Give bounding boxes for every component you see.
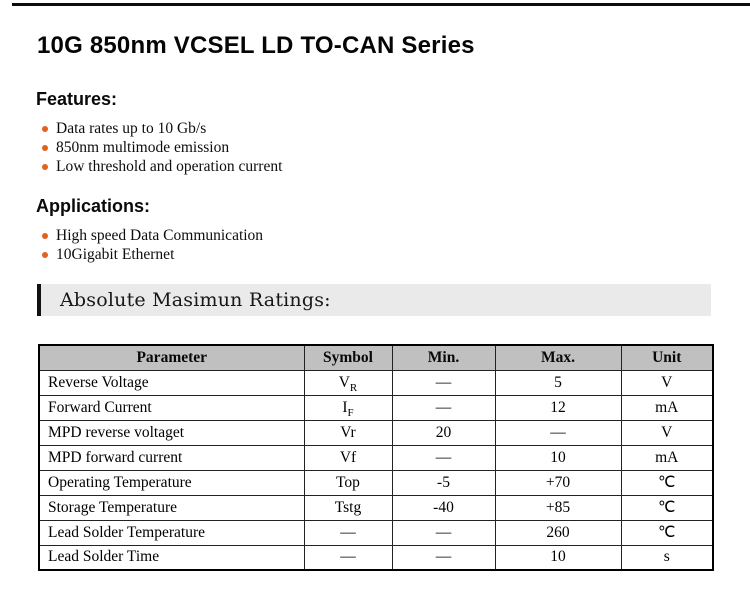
cell-max: 10 — [494, 444, 622, 471]
symbol-main: I — [342, 398, 348, 416]
cell-unit: s — [620, 544, 714, 571]
cell-max: +70 — [494, 469, 622, 496]
cell-parameter: Operating Temperature — [38, 469, 305, 496]
table-header-row: Parameter Symbol Min. Max. Unit — [38, 344, 714, 371]
cell-parameter: Storage Temperature — [38, 494, 305, 521]
symbol-main: — — [340, 523, 356, 541]
table-row: Forward Current IF — 12 mA — [38, 394, 714, 421]
cell-unit: V — [620, 419, 714, 446]
cell-parameter: Lead Solder Time — [38, 544, 305, 571]
table-row: Reverse Voltage VR — 5 V — [38, 369, 714, 396]
features-list: Data rates up to 10 Gb/s 850nm multimode… — [40, 119, 282, 176]
feature-text: Data rates up to 10 Gb/s — [56, 120, 207, 137]
cell-symbol: IF — [303, 394, 393, 421]
table-row: Storage Temperature Tstg -40 +85 ℃ — [38, 494, 714, 521]
cell-parameter: MPD reverse voltaget — [38, 419, 305, 446]
table-row: MPD forward current Vf — 10 mA — [38, 444, 714, 471]
table-row: MPD reverse voltaget Vr 20 — V — [38, 419, 714, 446]
cell-min: -5 — [391, 469, 496, 496]
top-horizontal-rule — [12, 3, 750, 6]
application-text: High speed Data Communication — [56, 227, 264, 244]
list-item: Data rates up to 10 Gb/s — [40, 119, 282, 138]
cell-parameter: Reverse Voltage — [38, 369, 305, 396]
symbol-main: Top — [336, 473, 360, 491]
feature-text: Low threshold and operation current — [56, 158, 283, 175]
cell-min: — — [391, 394, 496, 421]
list-item: Low threshold and operation current — [40, 157, 282, 176]
cell-max: 12 — [494, 394, 622, 421]
symbol-main: Tstg — [334, 498, 362, 516]
applications-heading: Applications: — [36, 196, 151, 216]
cell-max: +85 — [494, 494, 622, 521]
cell-symbol: Vf — [303, 444, 393, 471]
cell-max: 10 — [494, 544, 622, 571]
list-item: 10Gigabit Ethernet — [40, 245, 263, 264]
column-header-unit: Unit — [620, 344, 714, 371]
cell-symbol: Tstg — [303, 494, 393, 521]
cell-min: 20 — [391, 419, 496, 446]
column-header-symbol: Symbol — [303, 344, 393, 371]
bullet-icon — [42, 145, 48, 151]
symbol-subscript: F — [347, 406, 354, 419]
cell-max: — — [494, 419, 622, 446]
cell-min: -40 — [391, 494, 496, 521]
cell-unit: mA — [620, 394, 714, 421]
cell-min: — — [391, 544, 496, 571]
symbol-subscript: R — [349, 381, 358, 394]
bullet-icon — [42, 233, 48, 239]
symbol-main: V — [338, 373, 350, 391]
column-header-max: Max. — [494, 344, 622, 371]
cell-symbol: — — [303, 519, 393, 546]
cell-symbol: VR — [303, 369, 393, 396]
bullet-icon — [42, 126, 48, 132]
section-banner: Absolute Masimun Ratings: — [37, 284, 711, 316]
cell-min: — — [391, 519, 496, 546]
cell-symbol: Vr — [303, 419, 393, 446]
absolute-maximum-ratings-table: Parameter Symbol Min. Max. Unit Reverse … — [38, 344, 714, 571]
cell-max: 5 — [494, 369, 622, 396]
features-heading: Features: — [36, 89, 118, 109]
section-banner-label: Absolute Masimun Ratings: — [60, 289, 331, 311]
feature-text: 850nm multimode emission — [56, 139, 230, 156]
table-row: Lead Solder Time — — 10 s — [38, 544, 714, 571]
bullet-icon — [42, 252, 48, 258]
column-header-parameter: Parameter — [38, 344, 305, 371]
cell-max: 260 — [494, 519, 622, 546]
application-text: 10Gigabit Ethernet — [56, 246, 175, 263]
symbol-main: Vr — [340, 423, 356, 441]
cell-min: — — [391, 444, 496, 471]
cell-unit: ℃ — [620, 519, 714, 546]
page-title: 10G 850nm VCSEL LD TO-CAN Series — [37, 32, 475, 59]
cell-unit: V — [620, 369, 714, 396]
cell-parameter: Lead Solder Temperature — [38, 519, 305, 546]
cell-unit: ℃ — [620, 494, 714, 521]
cell-unit: ℃ — [620, 469, 714, 496]
symbol-main: — — [340, 548, 356, 566]
bullet-icon — [42, 164, 48, 170]
cell-symbol: Top — [303, 469, 393, 496]
column-header-min: Min. — [391, 344, 496, 371]
cell-symbol: — — [303, 544, 393, 571]
cell-min: — — [391, 369, 496, 396]
cell-unit: mA — [620, 444, 714, 471]
list-item: 850nm multimode emission — [40, 138, 282, 157]
table-row: Lead Solder Temperature — — 260 ℃ — [38, 519, 714, 546]
cell-parameter: Forward Current — [38, 394, 305, 421]
cell-parameter: MPD forward current — [38, 444, 305, 471]
list-item: High speed Data Communication — [40, 226, 263, 245]
table-row: Operating Temperature Top -5 +70 ℃ — [38, 469, 714, 496]
applications-list: High speed Data Communication 10Gigabit … — [40, 226, 263, 264]
symbol-main: Vf — [339, 448, 357, 466]
